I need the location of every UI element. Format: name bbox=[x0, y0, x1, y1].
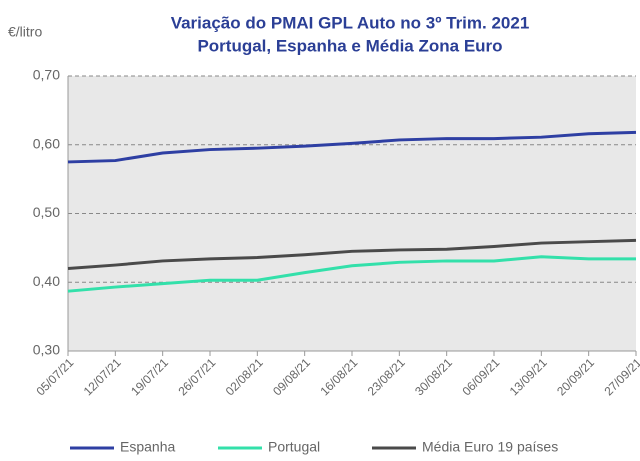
x-tick-label: 09/08/21 bbox=[270, 355, 313, 398]
x-tick-label: 16/08/21 bbox=[317, 355, 360, 398]
chart-subtitle: Portugal, Espanha e Média Zona Euro bbox=[197, 36, 502, 55]
x-tick-label: 05/07/21 bbox=[33, 355, 76, 398]
x-tick-label: 19/07/21 bbox=[128, 355, 171, 398]
y-axis-label: €/litro bbox=[8, 24, 42, 40]
chart-title: Variação do PMAI GPL Auto no 3º Trim. 20… bbox=[171, 13, 530, 32]
x-tick-label: 12/07/21 bbox=[81, 355, 124, 398]
legend-label: Portugal bbox=[268, 439, 320, 455]
y-tick-label: 0,40 bbox=[33, 273, 60, 289]
x-tick-label: 23/08/21 bbox=[365, 355, 408, 398]
x-tick-label: 02/08/21 bbox=[223, 355, 266, 398]
y-tick-label: 0,60 bbox=[33, 135, 60, 151]
y-tick-label: 0,50 bbox=[33, 204, 60, 220]
series-line bbox=[67, 130, 637, 164]
x-tick-label: 20/09/21 bbox=[554, 355, 597, 398]
y-tick-label: 0,30 bbox=[33, 342, 60, 358]
x-tick-label: 27/09/21 bbox=[601, 355, 640, 398]
x-tick-label: 30/08/21 bbox=[412, 355, 455, 398]
series-line bbox=[67, 255, 636, 293]
legend-label: Espanha bbox=[120, 439, 175, 455]
x-tick-label: 26/07/21 bbox=[175, 355, 218, 398]
x-tick-label: 13/09/21 bbox=[507, 355, 550, 398]
legend-label: Média Euro 19 países bbox=[422, 439, 558, 455]
x-tick-label: 06/09/21 bbox=[459, 355, 502, 398]
series-line bbox=[67, 238, 637, 270]
y-tick-label: 0,70 bbox=[33, 67, 60, 83]
